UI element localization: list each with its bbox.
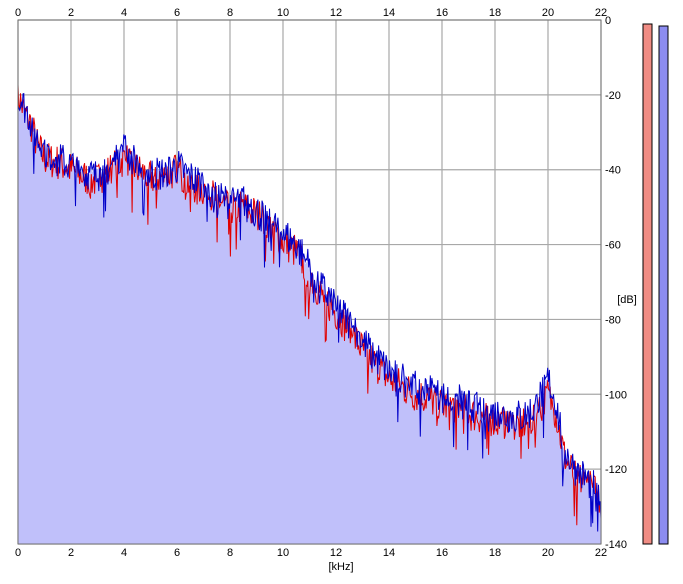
x-tick-top-22: 22 xyxy=(595,7,607,19)
level-meters xyxy=(642,23,669,545)
y-tick-m60: -60 xyxy=(605,240,621,252)
bottom-x-tick-labels: 0 2 4 6 8 10 12 14 16 18 20 22 xyxy=(15,547,607,559)
x-tick-bottom-2: 2 xyxy=(68,547,74,559)
y-axis-label: [dB] xyxy=(617,294,637,306)
y-tick-m40: -40 xyxy=(605,165,621,177)
y-tick-m80: -80 xyxy=(605,314,621,326)
x-tick-bottom-22: 22 xyxy=(595,547,607,559)
x-tick-bottom-20: 20 xyxy=(542,547,554,559)
x-tick-top-20: 20 xyxy=(542,7,554,19)
top-x-tick-labels: 0 2 4 6 8 10 12 14 16 18 20 22 xyxy=(15,7,607,19)
x-tick-top-0: 0 xyxy=(15,7,21,19)
spectrum-fill-area xyxy=(18,87,601,545)
x-tick-bottom-8: 8 xyxy=(227,547,233,559)
right-y-tick-labels: 0 -20 -40 -60 -80 -100 -120 -140 xyxy=(605,15,627,551)
plot-area xyxy=(17,19,602,545)
x-tick-top-12: 12 xyxy=(330,7,342,19)
x-tick-bottom-10: 10 xyxy=(277,547,289,559)
right-channel-line xyxy=(17,92,602,532)
plot-border xyxy=(17,19,602,545)
x-tick-bottom-18: 18 xyxy=(489,547,501,559)
x-tick-top-18: 18 xyxy=(489,7,501,19)
x-tick-top-16: 16 xyxy=(436,7,448,19)
series-lines xyxy=(17,84,602,532)
left-channel-level-meter xyxy=(642,23,653,545)
x-axis-label: [kHz] xyxy=(328,561,353,573)
x-tick-top-2: 2 xyxy=(68,7,74,19)
x-tick-bottom-0: 0 xyxy=(15,547,21,559)
x-tick-top-14: 14 xyxy=(383,7,395,19)
x-tick-top-6: 6 xyxy=(174,7,180,19)
x-tick-top-4: 4 xyxy=(121,7,127,19)
x-tick-bottom-14: 14 xyxy=(383,547,395,559)
right-channel-level-meter xyxy=(658,25,669,545)
y-tick-m100: -100 xyxy=(605,389,627,401)
y-tick-0: 0 xyxy=(605,15,611,27)
x-tick-bottom-16: 16 xyxy=(436,547,448,559)
x-tick-bottom-6: 6 xyxy=(174,547,180,559)
y-tick-m120: -120 xyxy=(605,464,627,476)
y-tick-m20: -20 xyxy=(605,90,621,102)
x-tick-bottom-4: 4 xyxy=(121,547,127,559)
x-tick-bottom-12: 12 xyxy=(330,547,342,559)
x-tick-top-8: 8 xyxy=(227,7,233,19)
x-tick-top-10: 10 xyxy=(277,7,289,19)
y-tick-m140: -140 xyxy=(605,539,627,551)
